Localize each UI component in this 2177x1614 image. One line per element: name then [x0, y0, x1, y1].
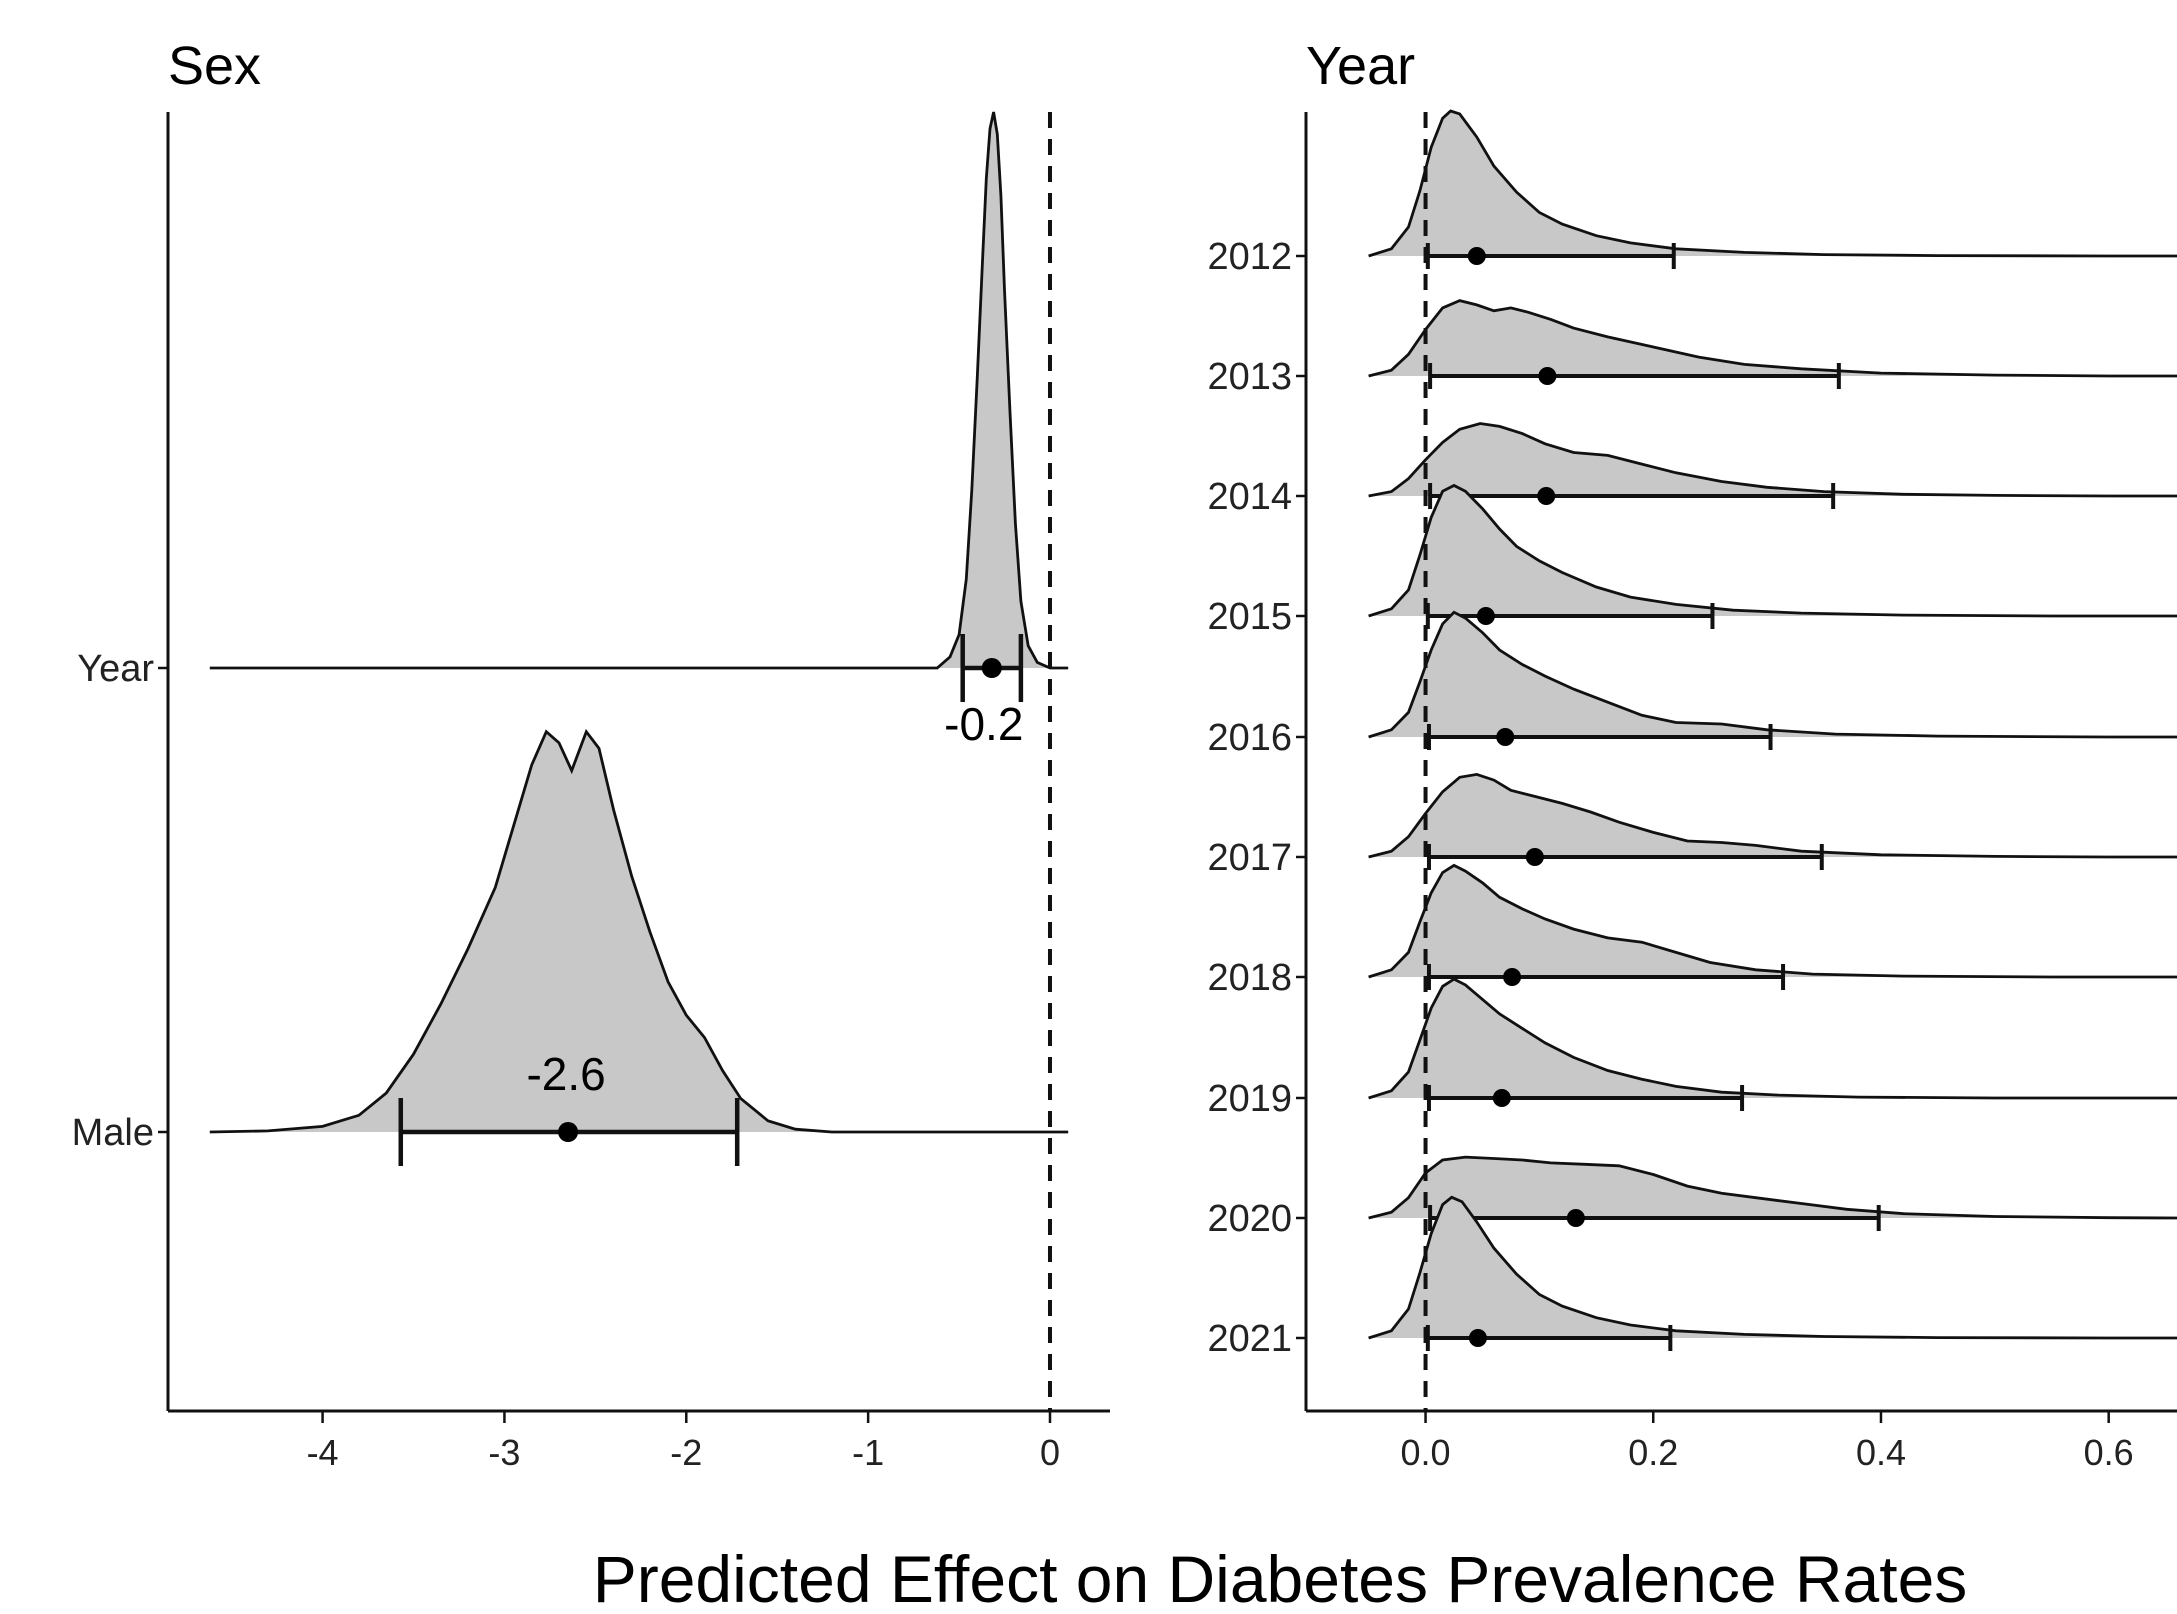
density-outline-2014: [1368, 422, 2177, 498]
density-fill-2012: [1368, 111, 2177, 256]
density-fill-2014: [1368, 423, 2177, 496]
density-outline-2013: [1368, 299, 2177, 378]
x-tick-label-0.4: 0.4: [1856, 1432, 1906, 1473]
density-fill-Year: [937, 112, 1050, 668]
estimate-point-2017: [1525, 848, 1544, 866]
x-axis-title: Predicted Effect on Diabetes Prevalence …: [593, 1542, 1968, 1614]
y-tick-label-2016: 2016: [1207, 717, 1292, 759]
y-tick-label-Year: Year: [77, 648, 154, 690]
x-tick-label--2: -2: [670, 1432, 702, 1473]
x-tick-label--1: -1: [852, 1432, 884, 1473]
sex-axis-layer: Year Male -4 -3 -2 -1 0: [72, 648, 1060, 1473]
year-density-layer: [1368, 109, 2177, 1411]
y-tick-label-2012: 2012: [1207, 236, 1292, 278]
x-tick-label--3: -3: [488, 1432, 520, 1473]
panel-sex: Sex -0.2 -2.6 Year Male -4 -3 -2 -1 0: [72, 36, 1110, 1473]
y-tick-label-2019: 2019: [1207, 1078, 1292, 1120]
density-fill-2017: [1368, 774, 2177, 857]
estimate-point-2013: [1538, 367, 1557, 385]
density-outline-Male: [209, 728, 1069, 1134]
x-tick-label--4: -4: [307, 1432, 339, 1473]
density-outline-2017: [1368, 772, 2177, 859]
panel-title-year: Year: [1306, 36, 1415, 96]
y-tick-label-2017: 2017: [1207, 837, 1292, 879]
panel-year: Year 2012 2013 2014 2015 2016 2017 2018 2019 202…: [1207, 36, 2177, 1473]
x-tick-label-0: 0: [1040, 1432, 1060, 1473]
density-fill-2018: [1368, 865, 2177, 977]
density-fill-2019: [1368, 979, 2177, 1098]
sex-density-layer: -0.2 -2.6: [209, 111, 1069, 1411]
y-tick-label-2021: 2021: [1207, 1318, 1292, 1360]
x-tick-label-0.2: 0.2: [1628, 1432, 1678, 1473]
density-fill-2016: [1368, 612, 2177, 737]
density-fill-2021: [1368, 1197, 2177, 1338]
estimate-point-2014: [1537, 487, 1556, 505]
density-outline-2019: [1368, 977, 2177, 1100]
density-fill-2013: [1368, 300, 2177, 376]
y-tick-label-2013: 2013: [1207, 356, 1292, 398]
year-axis-layer: 2012 2013 2014 2015 2016 2017 2018 2019 2020 2021…: [1207, 236, 2133, 1473]
density-fill-Male: [209, 731, 832, 1132]
density-outline-2020: [1368, 1155, 2177, 1220]
y-tick-label-2018: 2018: [1207, 957, 1292, 999]
estimate-label-Year: -0.2: [944, 698, 1023, 750]
estimate-point-Year: [981, 658, 1002, 678]
density-fill-2020: [1368, 1157, 2177, 1218]
density-outline-Year: [209, 111, 1069, 670]
y-tick-label-2015: 2015: [1207, 596, 1292, 638]
estimate-point-2015: [1476, 607, 1495, 625]
estimate-label-Male: -2.6: [526, 1048, 605, 1100]
estimate-point-2012: [1467, 247, 1486, 265]
estimate-point-2018: [1503, 968, 1522, 986]
estimate-point-2020: [1566, 1209, 1585, 1227]
y-tick-label-2020: 2020: [1207, 1198, 1292, 1240]
estimate-point-2016: [1496, 728, 1515, 746]
estimate-point-2021: [1468, 1329, 1487, 1347]
estimate-point-2019: [1492, 1089, 1511, 1107]
y-tick-label-Male: Male: [72, 1112, 154, 1154]
x-tick-label-0.0: 0.0: [1401, 1432, 1451, 1473]
density-fill-2015: [1368, 485, 2177, 616]
estimate-point-Male: [558, 1122, 579, 1142]
y-tick-label-2014: 2014: [1207, 476, 1292, 518]
x-tick-label-0.6: 0.6: [2084, 1432, 2134, 1473]
density-outline-2015: [1368, 483, 2177, 618]
panel-title-sex: Sex: [168, 36, 261, 96]
